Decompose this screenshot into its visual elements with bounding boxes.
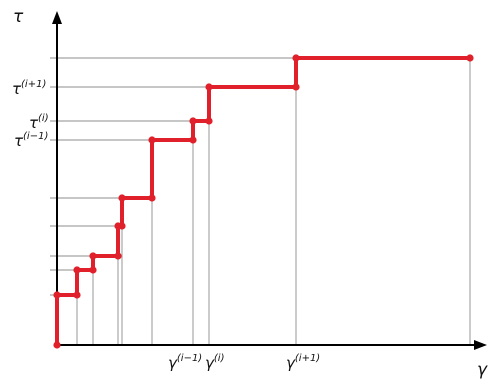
staircase-point	[292, 54, 300, 62]
axes	[52, 11, 487, 350]
y-axis-label: τ	[13, 7, 24, 27]
staircase-point	[118, 222, 126, 230]
x-tick-labels: γ(i−1) γ(i) γ(i+1)	[168, 353, 320, 372]
y-tick-label: τ(i)	[29, 113, 49, 132]
axis-arrow-up-icon	[52, 11, 62, 24]
staircase-point	[89, 252, 97, 260]
staircase-point	[292, 83, 300, 91]
staircase-point	[53, 291, 61, 299]
staircase-point	[118, 194, 126, 202]
staircase-point	[189, 136, 197, 144]
staircase-path	[55, 56, 472, 347]
staircase-point	[205, 83, 213, 91]
staircase-point	[89, 266, 97, 274]
staircase-point	[53, 341, 61, 349]
staircase-line	[55, 56, 472, 347]
staircase-point	[73, 266, 81, 274]
x-tick-label: γ(i+1)	[286, 353, 320, 372]
staircase-points	[53, 54, 474, 349]
staircase-point	[148, 194, 156, 202]
staircase-point	[205, 117, 213, 125]
guide-lines	[50, 57, 471, 345]
y-tick-label: τ(i−1)	[14, 131, 48, 150]
x-tick-label: γ(i)	[205, 353, 224, 372]
y-tick-label: τ(i+1)	[12, 79, 46, 98]
x-tick-label: γ(i−1)	[168, 353, 202, 372]
y-tick-labels: τ(i+1) τ(i) τ(i−1)	[12, 79, 49, 150]
staircase-point	[189, 117, 197, 125]
staircase-point	[148, 136, 156, 144]
staircase-point	[73, 291, 81, 299]
staircase-point	[466, 54, 474, 62]
x-axis-label: γ	[477, 360, 488, 380]
axis-arrow-right-icon	[474, 340, 487, 350]
staircase-point	[114, 252, 122, 260]
